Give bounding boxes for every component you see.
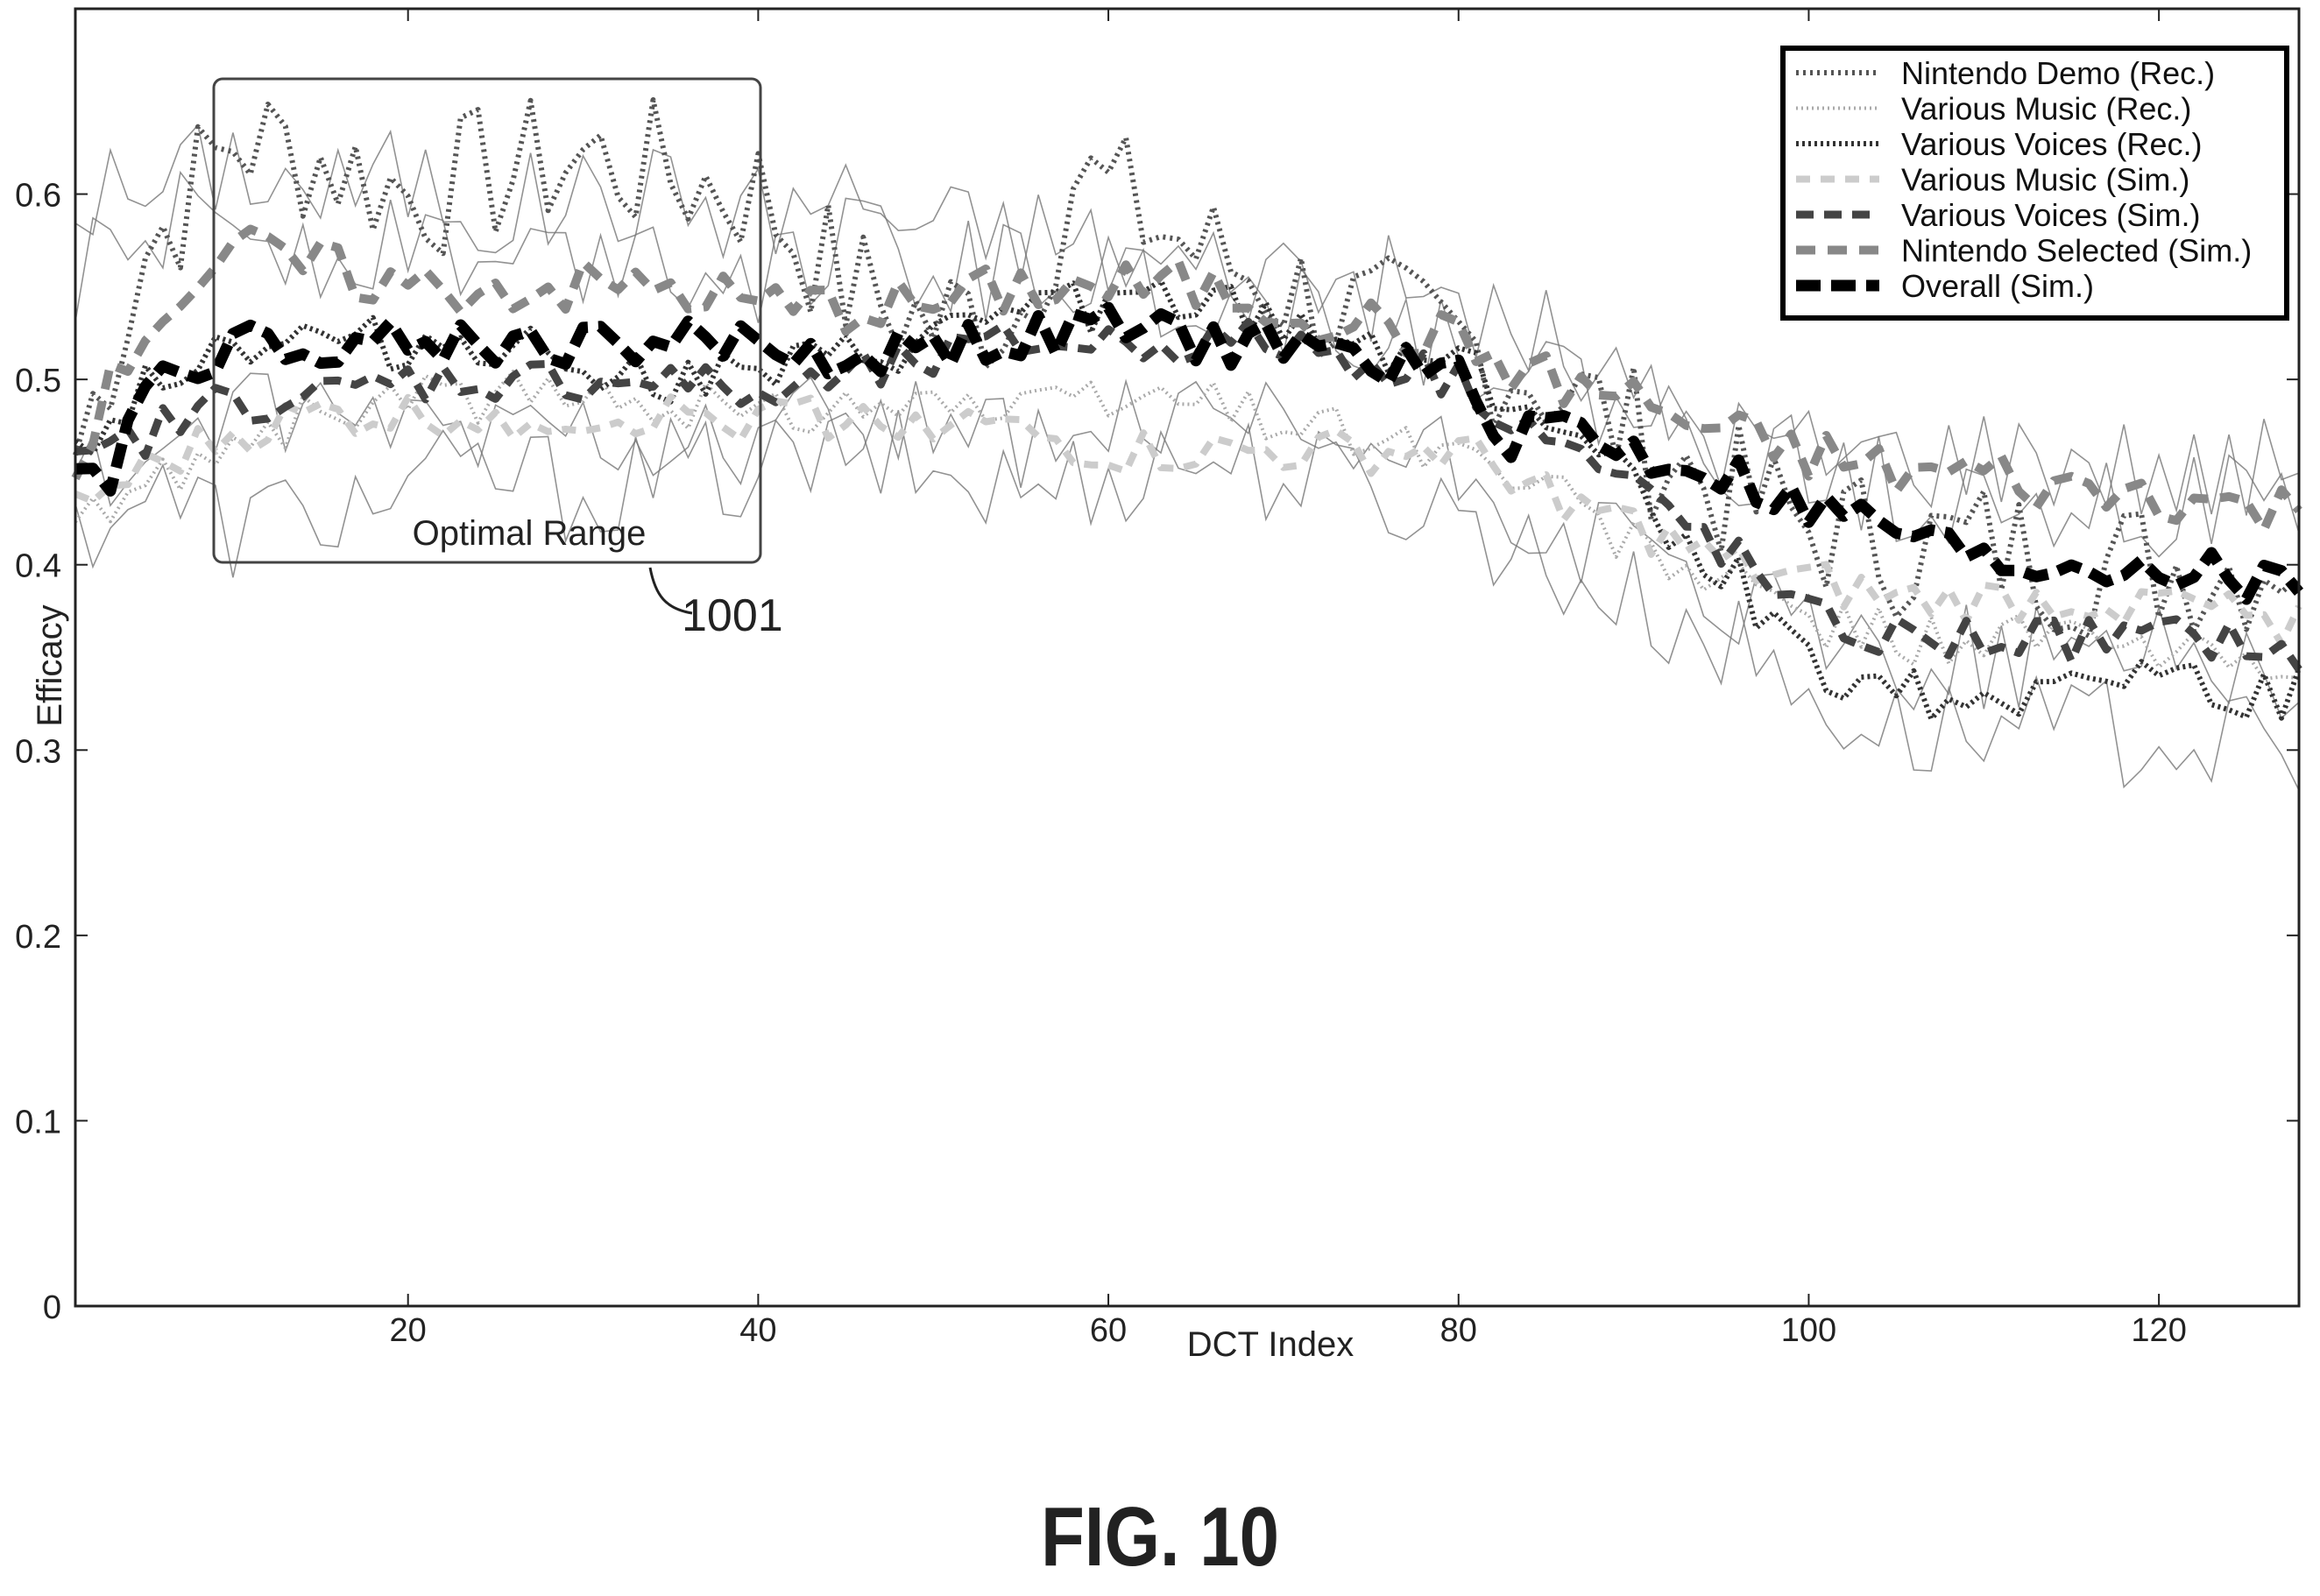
x-tick-label: 120 xyxy=(2131,1312,2186,1349)
y-tick-label: 0.4 xyxy=(15,548,61,585)
x-tick-label: 20 xyxy=(390,1312,427,1349)
optimal-range-box xyxy=(212,77,762,564)
y-tick-label: 0 xyxy=(43,1289,61,1326)
y-tick-label: 0.6 xyxy=(15,178,61,215)
legend-label: Nintendo Selected (Sim.) xyxy=(1901,233,2252,269)
background-trace xyxy=(74,410,2300,791)
y-tick-label: 0.5 xyxy=(15,363,61,399)
background-trace xyxy=(74,170,2300,558)
y-tick-label: 0.2 xyxy=(15,919,61,956)
series-line-various-music-rec xyxy=(74,370,2300,681)
legend-label: Various Voices (Rec.) xyxy=(1901,126,2202,162)
optimal-range-label: Optimal Range xyxy=(413,514,647,553)
reference-leader-line xyxy=(648,567,693,615)
series-layer xyxy=(71,97,2304,722)
series-line-various-music-sim xyxy=(74,393,2302,647)
legend-box xyxy=(1780,46,2289,321)
legend-label: Overall (Sim.) xyxy=(1901,268,2094,304)
y-tick-label: 0.3 xyxy=(15,733,61,770)
background-trace xyxy=(74,124,2300,516)
legend-label: Various Music (Sim.) xyxy=(1901,162,2189,198)
background-traces xyxy=(74,124,2300,791)
reference-numeral: 1001 xyxy=(682,590,783,641)
axes xyxy=(74,7,2301,1308)
x-tick-label: 80 xyxy=(1440,1312,1477,1349)
series-line-nintendo-selected-sim xyxy=(71,224,2302,534)
ticks: 20 40 60 80 100 120 0 0.1 0.2 0.3 0.4 0.5 0.6 xyxy=(15,9,2299,1349)
legend-label: Nintendo Demo (Rec.) xyxy=(1901,55,2215,91)
plot-frame xyxy=(74,7,2301,1308)
x-tick-label: 40 xyxy=(739,1312,776,1349)
figure-caption: FIG. 10 xyxy=(1040,1490,1280,1584)
x-tick-label: 60 xyxy=(1090,1312,1127,1349)
series-line-various-voices-rec xyxy=(74,278,2302,722)
legend-label: Various Music (Rec.) xyxy=(1901,91,2191,127)
y-axis-label: Efficacy xyxy=(31,604,69,726)
legend-label: Various Voices (Sim.) xyxy=(1901,197,2200,233)
optimal-range-annotation: Optimal Range 1001 xyxy=(212,77,783,641)
y-tick-label: 0.1 xyxy=(15,1104,61,1141)
x-axis-label: DCT Index xyxy=(1187,1325,1354,1364)
series-line-overall-sim xyxy=(74,301,2304,605)
background-trace xyxy=(74,372,2300,720)
legend: Nintendo Demo (Rec.)Various Music (Rec.)… xyxy=(1780,46,2289,321)
x-tick-label: 100 xyxy=(1781,1312,1836,1349)
series-line-various-voices-sim xyxy=(74,317,2302,672)
